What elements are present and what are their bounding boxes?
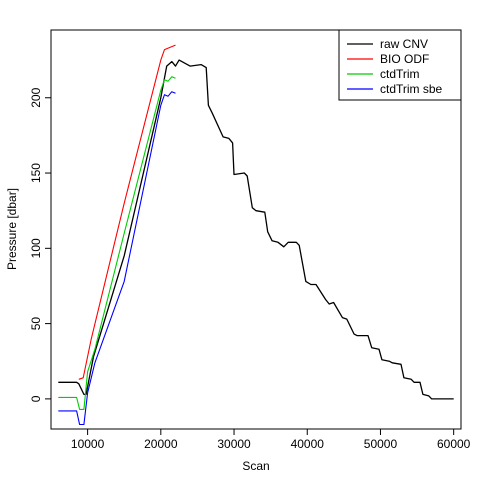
x-tick-label: 60000	[437, 437, 471, 451]
y-axis-label: Pressure [dbar]	[5, 188, 19, 270]
y-tick-label: 50	[29, 317, 43, 331]
legend-label-raw-cnv: raw CNV	[380, 37, 428, 51]
legend-label-ctdtrim-sbe: ctdTrim sbe	[380, 82, 443, 96]
y-tick-label: 200	[29, 87, 43, 107]
x-tick-label: 40000	[291, 437, 325, 451]
y-tick-label: 0	[29, 395, 43, 402]
legend-label-bio-odf: BIO ODF	[380, 52, 429, 66]
x-axis: 10000 20000 30000 40000 50000 60000	[71, 429, 471, 451]
series-line-raw-cnv	[58, 59, 454, 400]
x-tick-label: 50000	[364, 437, 398, 451]
series-line-ctdtrim-sbe	[58, 91, 176, 426]
y-axis: 0 50 100 150 200	[29, 87, 51, 402]
y-tick-label: 100	[29, 238, 43, 258]
series-layer	[58, 44, 454, 426]
legend-label-ctdtrim: ctdTrim	[380, 67, 420, 81]
series-line-ctdtrim	[58, 76, 176, 410]
plot-box	[50, 29, 462, 430]
x-tick-label: 10000	[71, 437, 105, 451]
legend-box	[338, 29, 462, 101]
x-tick-label: 20000	[144, 437, 178, 451]
series-line-bio-odf	[78, 44, 176, 380]
x-axis-label: Scan	[242, 459, 269, 473]
y-tick-label: 150	[29, 163, 43, 183]
x-tick-label: 30000	[217, 437, 251, 451]
